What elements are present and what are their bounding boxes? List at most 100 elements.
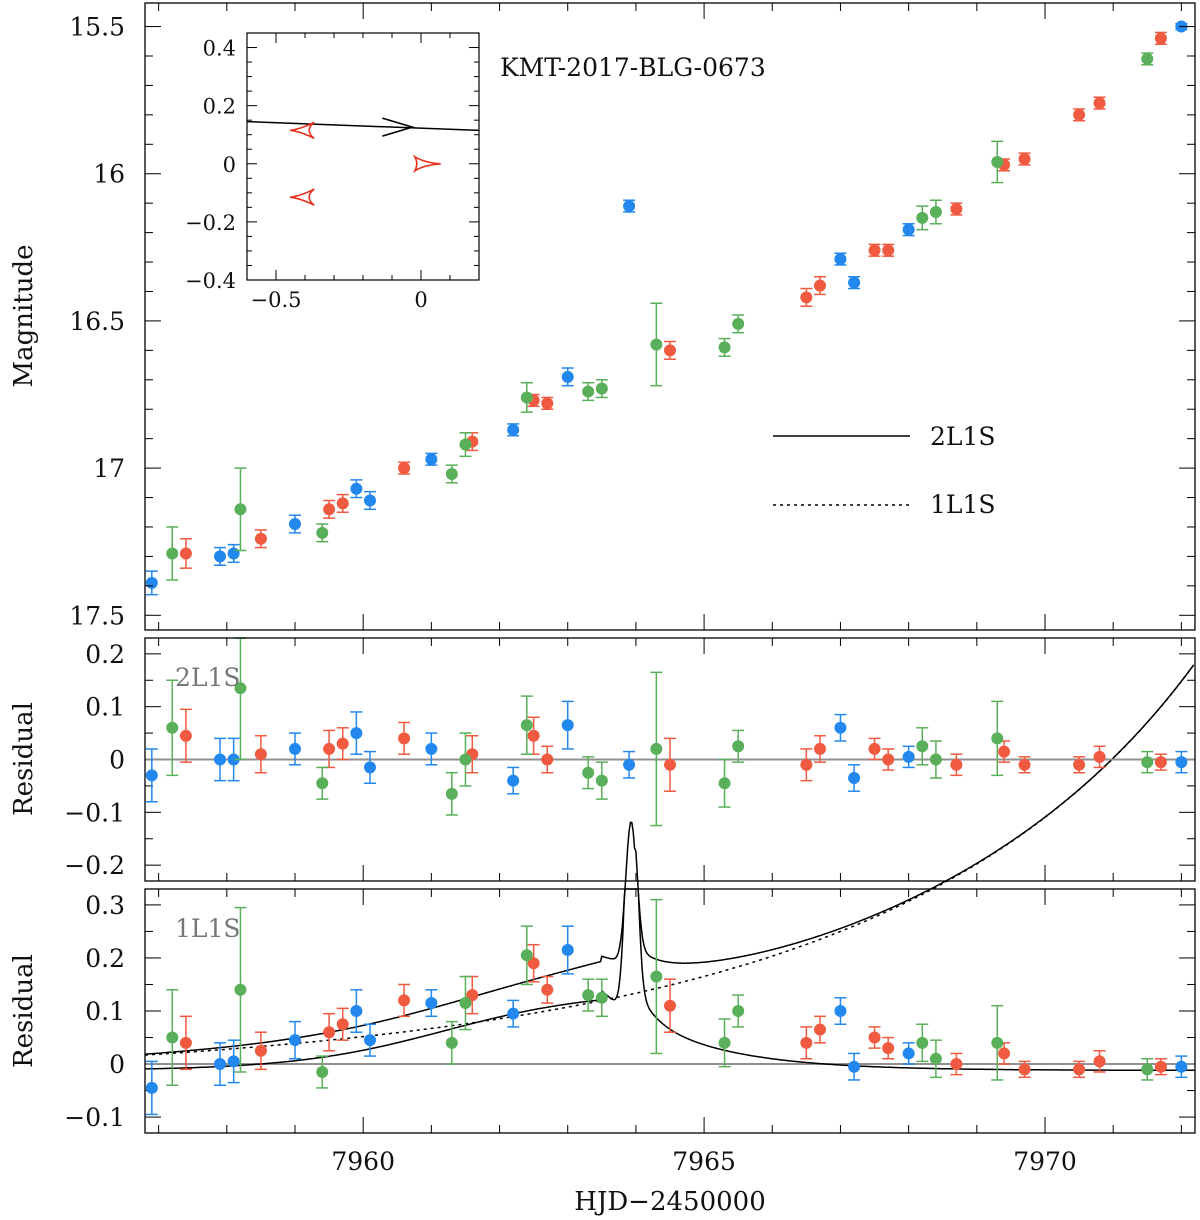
inset-caustic-plot: −0.5 0 0.4 0.2 0 −0.2 −0.4 bbox=[185, 32, 480, 312]
data-point bbox=[227, 753, 240, 766]
series-KMTNet-S bbox=[166, 898, 1154, 1089]
series-KMTNet-A bbox=[145, 925, 1188, 1116]
data-point bbox=[350, 1005, 363, 1017]
y-tick-label: 0.3 bbox=[85, 891, 125, 920]
data-point bbox=[316, 526, 329, 539]
data-point bbox=[582, 989, 595, 1002]
legend-label-2l1s: 2L1S bbox=[930, 422, 996, 451]
residual-1l1s-panel: 0.3 0.2 0.1 0 −0.1 1L1S Residual bbox=[9, 888, 1196, 1134]
data-point bbox=[1141, 756, 1154, 769]
data-point bbox=[445, 1036, 458, 1049]
data-point bbox=[1154, 756, 1167, 769]
inset-y-tick-label: −0.4 bbox=[185, 269, 236, 293]
data-point bbox=[145, 769, 158, 782]
data-point bbox=[991, 1036, 1004, 1049]
data-point bbox=[289, 1034, 301, 1047]
inset-x-tick-label: 0 bbox=[414, 288, 427, 312]
data-point bbox=[950, 758, 963, 771]
data-point bbox=[991, 732, 1004, 745]
y-tick-label: 15.5 bbox=[69, 13, 125, 42]
legend-label-1l1s: 1L1S bbox=[930, 490, 996, 519]
data-point bbox=[166, 721, 179, 734]
series-KMTNet-A bbox=[145, 20, 1188, 596]
data-point bbox=[323, 503, 336, 516]
data-point bbox=[541, 397, 554, 410]
y-tick-label: 16 bbox=[93, 160, 125, 189]
inset-y-tick-label: −0.2 bbox=[185, 211, 236, 235]
data-point bbox=[289, 742, 301, 755]
data-point bbox=[364, 1034, 376, 1047]
data-point bbox=[1018, 153, 1031, 166]
data-point bbox=[561, 944, 574, 956]
data-point bbox=[800, 758, 813, 771]
data-point bbox=[929, 753, 942, 766]
data-point bbox=[800, 1036, 813, 1049]
data-point bbox=[732, 740, 745, 753]
data-point bbox=[350, 482, 363, 495]
data-point bbox=[398, 994, 411, 1007]
data-point bbox=[316, 1066, 329, 1078]
main-panel: KMT-2017-BLG-0673 Magnitude 2L1S 1L1S 15… bbox=[9, 2, 1196, 1056]
data-point bbox=[527, 957, 540, 970]
y-tick-label: 0 bbox=[109, 746, 125, 775]
data-point bbox=[445, 467, 458, 480]
data-point bbox=[445, 787, 458, 800]
data-point bbox=[718, 1036, 731, 1049]
data-point bbox=[459, 438, 472, 451]
data-point bbox=[316, 777, 329, 790]
series-KMTNet-S bbox=[166, 52, 1154, 581]
data-point bbox=[902, 1047, 915, 1060]
data-point bbox=[882, 244, 895, 257]
data-point bbox=[561, 370, 574, 383]
data-point bbox=[848, 276, 861, 289]
residual-2l1s-panel: 0.2 0.1 0 −0.1 −0.2 2L1S Residual bbox=[9, 637, 1196, 882]
data-point bbox=[929, 206, 942, 218]
caustic-central bbox=[412, 154, 441, 174]
data-point bbox=[466, 989, 479, 1002]
data-point bbox=[323, 1026, 336, 1039]
data-point bbox=[336, 1018, 349, 1031]
series-KMTNet-C bbox=[179, 31, 1167, 569]
y-tick-label: −0.1 bbox=[64, 798, 125, 827]
data-point bbox=[1175, 1060, 1188, 1073]
y-tick-label: 16.5 bbox=[69, 307, 125, 336]
data-point bbox=[814, 1023, 826, 1036]
residual-1l1s-label: 1L1S bbox=[175, 914, 241, 943]
data-point bbox=[902, 223, 915, 236]
data-point bbox=[834, 253, 847, 266]
series-KMTNet-C bbox=[179, 708, 1167, 792]
data-point bbox=[1093, 97, 1106, 110]
data-point bbox=[234, 682, 247, 695]
data-point bbox=[289, 518, 301, 531]
data-point bbox=[1018, 1063, 1031, 1076]
data-point bbox=[541, 983, 554, 996]
data-point bbox=[834, 1005, 847, 1017]
data-point bbox=[214, 550, 226, 563]
inset-y-tick-label: 0 bbox=[223, 153, 236, 177]
trajectory-arrow-icon bbox=[382, 117, 416, 137]
y-tick-label: 0 bbox=[109, 1050, 125, 1079]
data-point bbox=[166, 1031, 179, 1044]
caustic-lower bbox=[290, 188, 315, 206]
data-point bbox=[998, 745, 1011, 758]
data-point bbox=[1073, 1063, 1086, 1076]
residual-2l1s-label: 2L1S bbox=[175, 663, 241, 692]
data-point bbox=[254, 748, 267, 761]
residual-2l1s-frame bbox=[144, 637, 1196, 882]
y-tick-label: 17 bbox=[93, 454, 125, 483]
data-point bbox=[459, 997, 472, 1010]
data-point bbox=[834, 721, 847, 734]
x-tick-label: 7960 bbox=[331, 1147, 395, 1176]
data-point bbox=[916, 740, 929, 753]
data-point bbox=[582, 385, 595, 398]
data-point bbox=[398, 732, 411, 745]
x-tick-label: 7970 bbox=[1013, 1147, 1077, 1176]
data-point bbox=[650, 742, 663, 755]
y-tick-label: 0.2 bbox=[85, 640, 125, 669]
data-point bbox=[664, 999, 676, 1012]
data-point bbox=[664, 344, 676, 357]
residual-1l1s-ylabel: Residual bbox=[9, 954, 39, 1068]
y-tick-label: 17.5 bbox=[69, 601, 125, 630]
data-point bbox=[1018, 758, 1031, 771]
